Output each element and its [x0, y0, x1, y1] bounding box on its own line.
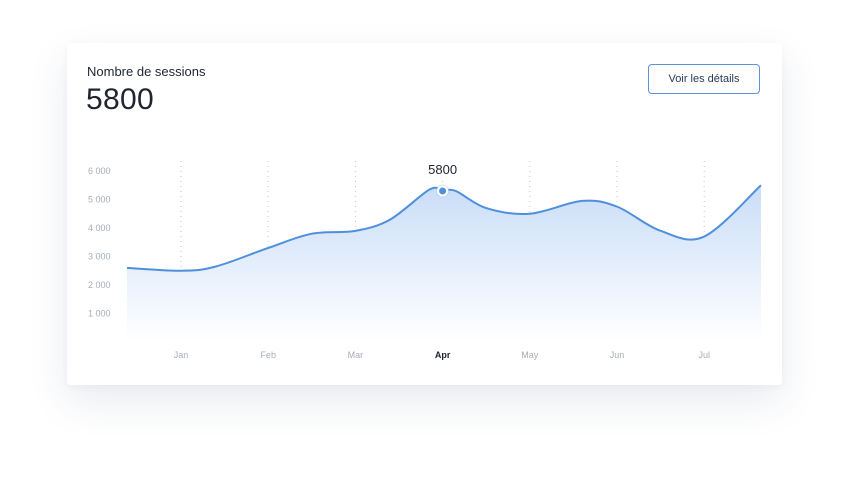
- view-details-button[interactable]: Voir les détails: [648, 64, 760, 94]
- card-title: Nombre de sessions: [87, 64, 206, 79]
- x-tick-apr: Apr: [435, 350, 451, 360]
- area-fill: [127, 185, 761, 342]
- x-tick-jan: Jan: [174, 350, 189, 360]
- x-tick-may: May: [521, 350, 539, 360]
- y-tick-2000: 2 000: [88, 280, 111, 290]
- y-tick-3000: 3 000: [88, 252, 111, 262]
- highlight-point[interactable]: [439, 187, 447, 195]
- tooltip-box: [420, 157, 465, 181]
- x-tick-jul: Jul: [698, 350, 710, 360]
- x-tick-mar: Mar: [348, 350, 364, 360]
- tooltip-value: 5800: [428, 162, 457, 177]
- sessions-card: Nombre de sessions 5800 Voir les détails…: [67, 43, 782, 385]
- x-tick-feb: Feb: [260, 350, 276, 360]
- y-tick-5000: 5 000: [88, 195, 111, 205]
- x-tick-jun: Jun: [610, 350, 625, 360]
- y-tick-1000: 1 000: [88, 309, 111, 319]
- sessions-area-chart: 1 000 2 000 3 000 4 000 5 000 6 000 Jan Feb Mar…: [88, 157, 762, 360]
- sessions-total-value: 5800: [86, 83, 154, 116]
- y-tick-6000: 6 000: [88, 166, 111, 176]
- y-tick-4000: 4 000: [88, 223, 111, 233]
